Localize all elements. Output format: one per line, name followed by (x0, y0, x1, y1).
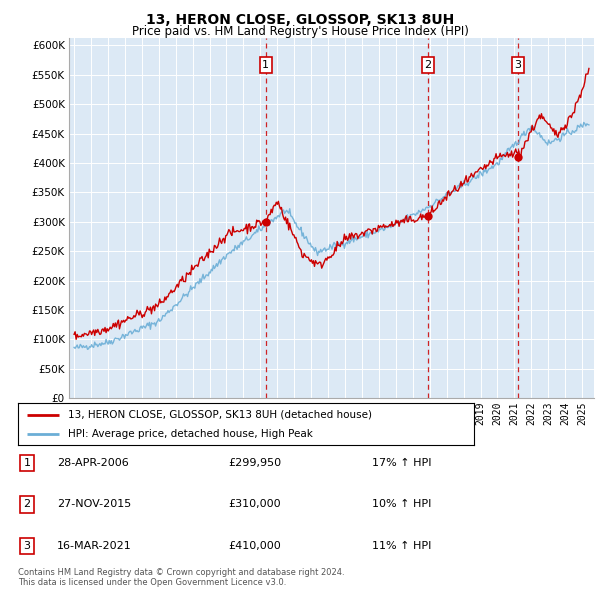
Text: HPI: Average price, detached house, High Peak: HPI: Average price, detached house, High… (68, 430, 313, 440)
Text: 16-MAR-2021: 16-MAR-2021 (57, 541, 132, 550)
Text: 3: 3 (23, 541, 31, 550)
Text: £299,950: £299,950 (228, 458, 281, 468)
Text: £410,000: £410,000 (228, 541, 281, 550)
Text: 1: 1 (262, 60, 269, 70)
Text: 10% ↑ HPI: 10% ↑ HPI (372, 500, 431, 509)
Text: 28-APR-2006: 28-APR-2006 (57, 458, 129, 468)
Text: 3: 3 (514, 60, 521, 70)
Text: 13, HERON CLOSE, GLOSSOP, SK13 8UH: 13, HERON CLOSE, GLOSSOP, SK13 8UH (146, 13, 454, 27)
Text: 2: 2 (424, 60, 431, 70)
Text: Contains HM Land Registry data © Crown copyright and database right 2024.
This d: Contains HM Land Registry data © Crown c… (18, 568, 344, 587)
Text: 17% ↑ HPI: 17% ↑ HPI (372, 458, 431, 468)
Text: 13, HERON CLOSE, GLOSSOP, SK13 8UH (detached house): 13, HERON CLOSE, GLOSSOP, SK13 8UH (deta… (68, 410, 372, 420)
Text: 11% ↑ HPI: 11% ↑ HPI (372, 541, 431, 550)
Text: 27-NOV-2015: 27-NOV-2015 (57, 500, 131, 509)
Text: £310,000: £310,000 (228, 500, 281, 509)
Text: Price paid vs. HM Land Registry's House Price Index (HPI): Price paid vs. HM Land Registry's House … (131, 25, 469, 38)
Text: 1: 1 (23, 458, 31, 468)
Text: 2: 2 (23, 500, 31, 509)
